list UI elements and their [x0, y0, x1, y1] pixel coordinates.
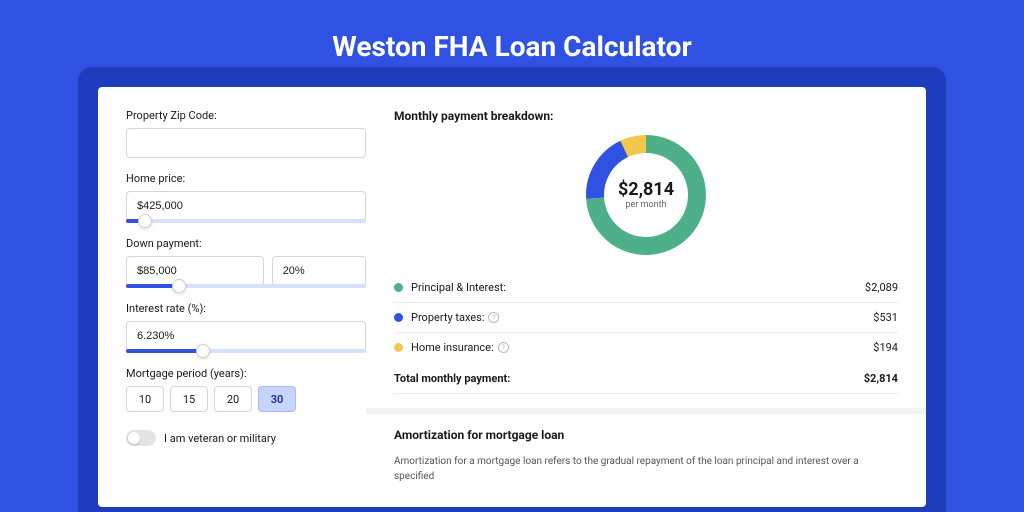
total-label: Total monthly payment: — [394, 372, 510, 385]
rate-slider-thumb[interactable] — [196, 344, 210, 358]
period-buttons: 10152030 — [126, 386, 366, 412]
breakdown-heading: Monthly payment breakdown: — [394, 109, 898, 123]
down-amount-input[interactable] — [126, 256, 264, 286]
period-button-20[interactable]: 20 — [214, 386, 252, 412]
veteran-toggle[interactable] — [126, 430, 156, 446]
veteran-toggle-knob — [128, 432, 140, 444]
donut-sub: per month — [625, 200, 666, 210]
legend-dot — [394, 313, 403, 322]
amort-text: Amortization for a mortgage loan refers … — [394, 454, 898, 484]
rate-field-group: Interest rate (%): — [126, 302, 366, 353]
down-field-group: Down payment: — [126, 237, 366, 288]
breakdown-row: Principal & Interest: $2,089 — [394, 273, 898, 303]
donut-amount: $2,814 — [618, 179, 674, 200]
donut-chart: $2,814 per month — [394, 135, 898, 255]
rate-slider-fill — [126, 349, 203, 353]
veteran-label: I am veteran or military — [164, 432, 276, 445]
down-slider-thumb[interactable] — [172, 279, 186, 293]
breakdown-row: Home insurance:? $194 — [394, 333, 898, 362]
breakdown-value: $531 — [873, 311, 898, 324]
info-icon[interactable]: ? — [488, 312, 499, 323]
donut-arc — [624, 144, 646, 149]
legend-dot — [394, 343, 403, 352]
rate-slider[interactable] — [126, 349, 366, 353]
total-row: Total monthly payment: $2,814 — [394, 362, 898, 394]
down-label: Down payment: — [126, 237, 366, 250]
price-slider-thumb[interactable] — [138, 214, 152, 228]
period-button-10[interactable]: 10 — [126, 386, 164, 412]
breakdown-value: $194 — [873, 341, 898, 354]
down-slider[interactable] — [126, 284, 366, 288]
legend-dot — [394, 283, 403, 292]
total-value: $2,814 — [864, 372, 898, 385]
inputs-column: Property Zip Code: Home price: Down paym… — [126, 109, 366, 485]
amort-heading: Amortization for mortgage loan — [394, 428, 898, 442]
breakdown-label: Property taxes: — [411, 311, 484, 324]
price-field-group: Home price: — [126, 172, 366, 223]
breakdown-label: Principal & Interest: — [411, 281, 506, 294]
price-input[interactable] — [126, 191, 366, 221]
breakdown-list: Principal & Interest: $2,089 Property taxe… — [394, 273, 898, 362]
zip-field-group: Property Zip Code: — [126, 109, 366, 158]
period-field-group: Mortgage period (years): 10152030 — [126, 367, 366, 412]
period-button-15[interactable]: 15 — [170, 386, 208, 412]
breakdown-row: Property taxes:? $531 — [394, 303, 898, 333]
page-title: Weston FHA Loan Calculator — [0, 0, 1024, 87]
info-icon[interactable]: ? — [498, 342, 509, 353]
breakdown-label: Home insurance: — [411, 341, 494, 354]
breakdown-value: $2,089 — [865, 281, 898, 294]
rate-label: Interest rate (%): — [126, 302, 366, 315]
period-button-30[interactable]: 30 — [258, 386, 296, 412]
rate-input[interactable] — [126, 321, 366, 351]
calculator-card: Property Zip Code: Home price: Down paym… — [98, 87, 926, 507]
zip-input[interactable] — [126, 128, 366, 158]
period-label: Mortgage period (years): — [126, 367, 366, 380]
down-percent-input[interactable] — [272, 256, 366, 286]
price-slider[interactable] — [126, 219, 366, 223]
zip-label: Property Zip Code: — [126, 109, 366, 122]
veteran-row: I am veteran or military — [126, 430, 366, 446]
amortization-section: Amortization for mortgage loan Amortizat… — [366, 408, 926, 484]
breakdown-column: Monthly payment breakdown: $2,814 per mo… — [394, 109, 898, 485]
price-label: Home price: — [126, 172, 366, 185]
